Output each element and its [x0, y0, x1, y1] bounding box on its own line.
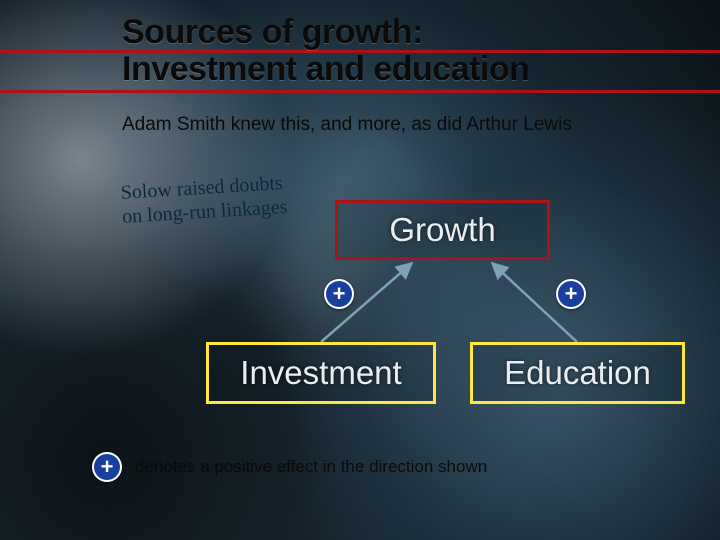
node-investment-label: Investment: [240, 354, 401, 392]
node-growth: Growth: [335, 200, 550, 260]
title-underline-2: [0, 90, 720, 93]
annotation-solow: Solow raised doubts on long-run linkages: [120, 170, 308, 230]
plus-icon: +: [92, 452, 122, 482]
plus-icon: +: [556, 279, 586, 309]
plus-icon: +: [324, 279, 354, 309]
node-education-label: Education: [504, 354, 651, 392]
subtitle: Adam Smith knew this, and more, as did A…: [122, 114, 572, 136]
title-line2: Investment and education: [122, 50, 529, 88]
node-growth-label: Growth: [389, 211, 495, 249]
node-investment: Investment: [206, 342, 436, 404]
legend-text: denotes a positive effect in the directi…: [135, 457, 487, 477]
node-education: Education: [470, 342, 685, 404]
page-title: Sources of growth: Investment and educat…: [122, 14, 529, 87]
title-line1: Sources of growth:: [122, 13, 423, 51]
